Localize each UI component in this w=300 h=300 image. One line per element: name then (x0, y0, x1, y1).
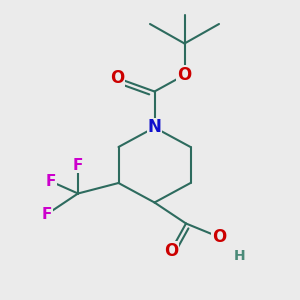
Text: O: O (164, 242, 178, 260)
Text: O: O (177, 66, 192, 84)
Text: O: O (212, 228, 226, 246)
Text: H: H (234, 249, 246, 262)
Text: F: F (73, 158, 83, 172)
Text: F: F (41, 207, 52, 222)
Text: O: O (110, 69, 124, 87)
Text: N: N (148, 118, 161, 136)
Text: F: F (46, 174, 56, 189)
